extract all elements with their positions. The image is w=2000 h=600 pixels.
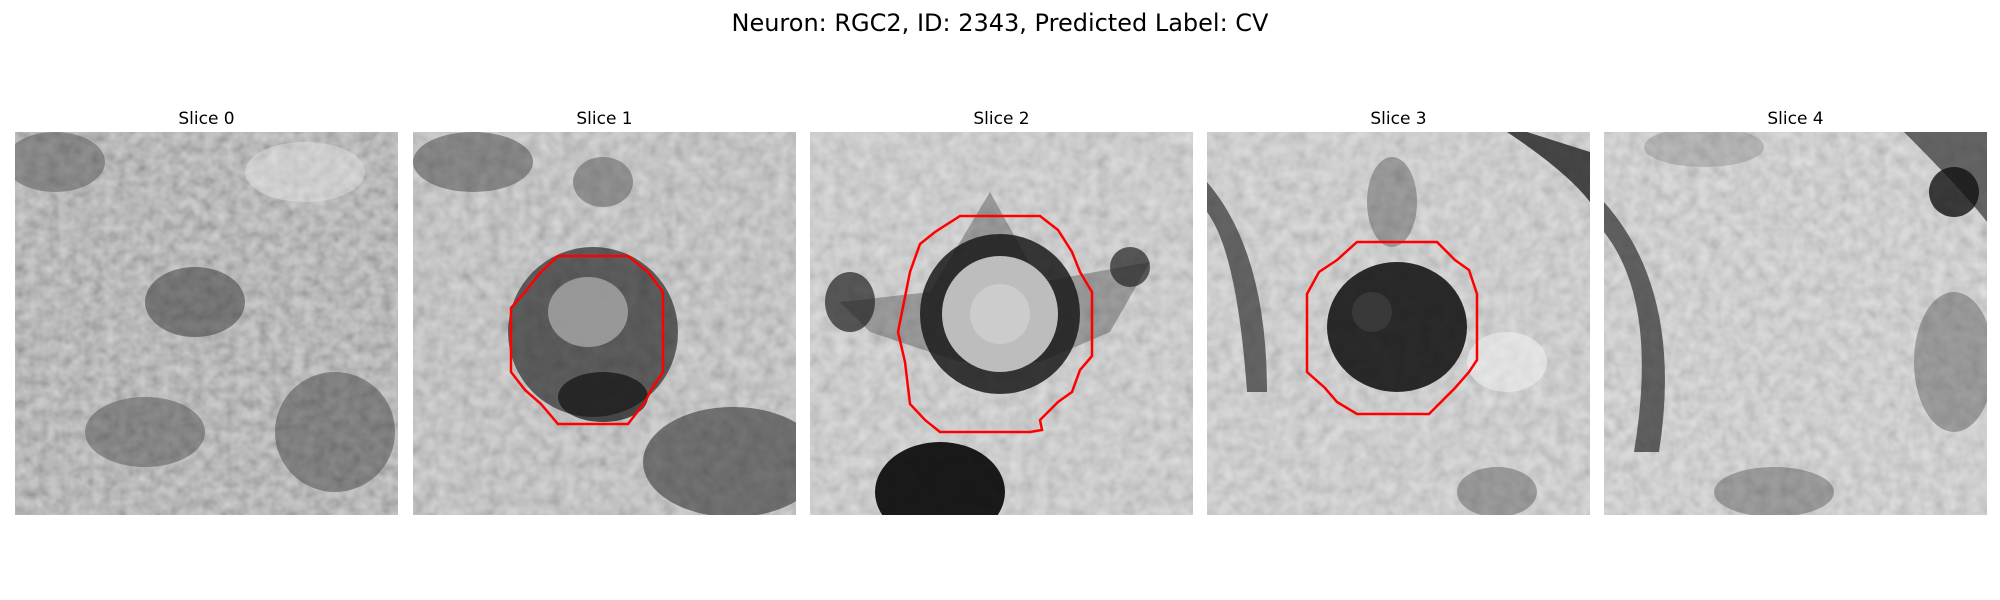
slice-panel-4: Slice 4 <box>1604 108 1987 515</box>
slice-panel-3: Slice 3 <box>1207 108 1590 515</box>
slice-title-3: Slice 3 <box>1370 109 1427 129</box>
slice-title-0: Slice 0 <box>178 109 235 129</box>
slice-image-2 <box>810 132 1193 515</box>
figure-title: Neuron: RGC2, ID: 2343, Predicted Label:… <box>731 9 1269 37</box>
contour-3 <box>1305 240 1479 416</box>
slice-title-4: Slice 4 <box>1767 109 1824 129</box>
contour-1 <box>509 254 665 426</box>
slice-panel-2: Slice 2 <box>810 108 1193 515</box>
contour-2 <box>896 214 1094 434</box>
slice-image-1 <box>413 132 796 515</box>
slice-panel-1: Slice 1 <box>413 108 796 515</box>
slice-image-4 <box>1604 132 1987 515</box>
slice-image-3 <box>1207 132 1590 515</box>
slice-title-1: Slice 1 <box>576 109 633 129</box>
slice-image-0 <box>15 132 398 515</box>
slice-panel-0: Slice 0 <box>15 108 398 515</box>
slice-title-2: Slice 2 <box>973 109 1030 129</box>
